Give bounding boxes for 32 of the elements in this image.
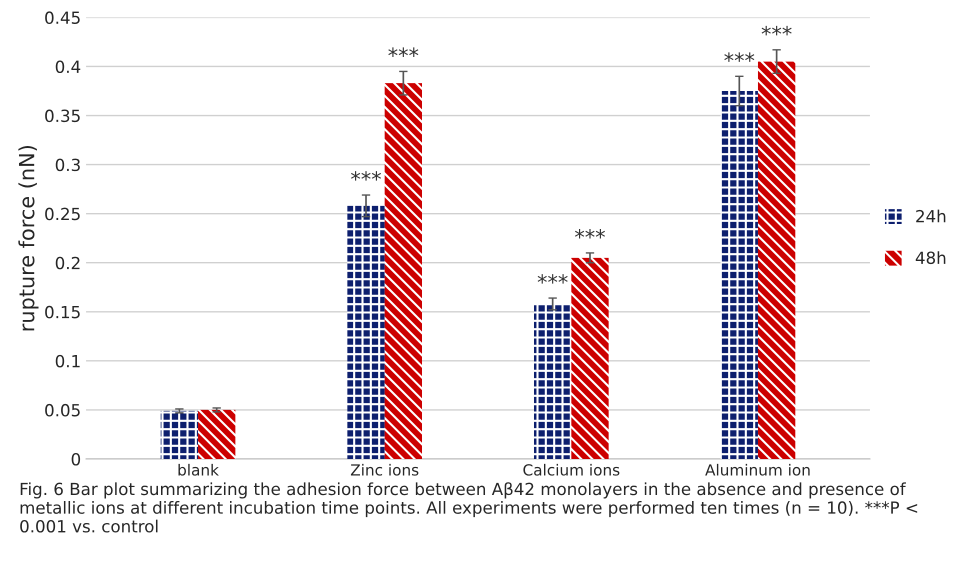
y-tick-label: 0.25 — [45, 208, 80, 220]
y-tick-label: 0.45 — [45, 11, 80, 24]
x-tick-label: Aluminum ion — [705, 464, 810, 476]
x-tick-label: Calcium ions — [523, 464, 620, 476]
annotation: *** — [762, 26, 792, 36]
x-tick-label: blank — [178, 464, 219, 476]
y-tick-label: 0.1 — [56, 354, 80, 368]
bar — [384, 83, 422, 459]
bar — [198, 410, 236, 459]
y-tick-label: 0 — [72, 452, 80, 466]
y-tick-label: 0.4 — [56, 60, 80, 74]
annotation: *** — [351, 171, 382, 181]
bar — [534, 304, 572, 459]
annotation: *** — [724, 52, 754, 62]
x-tick-label: Zinc ions — [350, 464, 418, 476]
legend-label: 24h — [916, 210, 946, 222]
annotation: *** — [574, 228, 605, 238]
y-tick-label: 0.05 — [45, 404, 80, 416]
y-tick-label: 0.2 — [56, 256, 80, 270]
caption: Fig. 6 Bar plot summarizing the adhesion force between Aβ42 monolayers in the absence and presence of metallic ions at different incubation time points. All experiments were performed ten times (n = 10). ***P < 0.001 vs. control — [20, 482, 918, 533]
annotation: *** — [538, 274, 568, 284]
bar — [571, 258, 609, 459]
y-tick-label: 0.35 — [45, 110, 80, 122]
y-tick-label: 0.15 — [45, 306, 80, 318]
annotation: *** — [388, 47, 418, 57]
legend-label: 48h — [916, 251, 946, 264]
bar — [720, 91, 758, 459]
bar — [758, 62, 796, 459]
bar — [160, 410, 198, 459]
bar — [347, 206, 385, 459]
y-tick-label: 0.3 — [56, 158, 80, 172]
y-axis-title: rupture force (nN) — [18, 146, 39, 330]
